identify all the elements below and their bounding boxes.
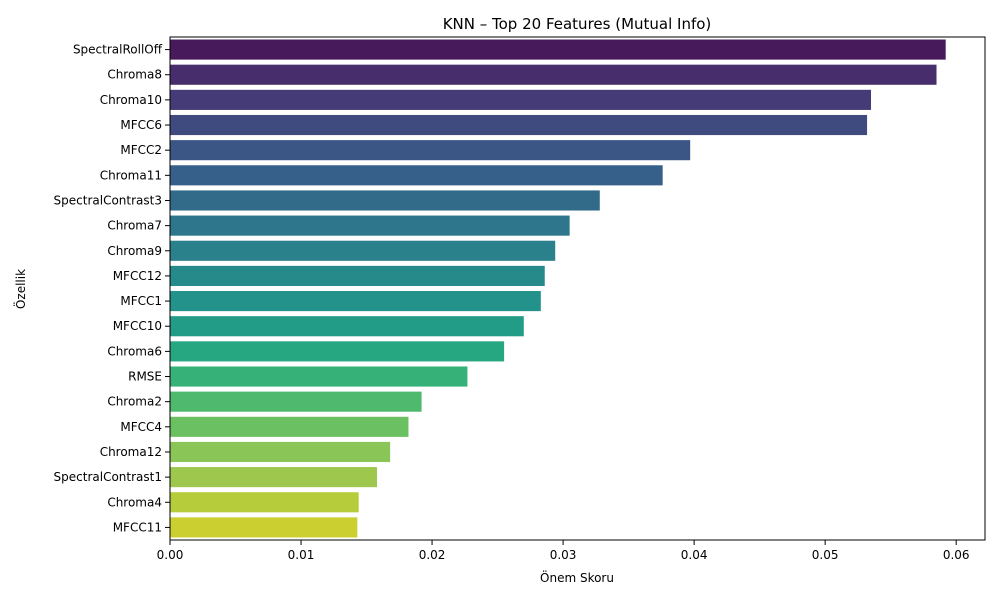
- bar-MFCC2: [170, 140, 691, 161]
- bar-Chroma9: [170, 240, 556, 261]
- bar-Chroma8: [170, 64, 937, 85]
- plot-frame: [169, 36, 986, 541]
- y-tick-label: RMSE: [128, 370, 162, 384]
- x-axis-ticks: 0.00 0.01 0.02 0.03 0.04 0.05 0.06: [157, 540, 970, 562]
- y-tick-label: MFCC6: [120, 118, 162, 132]
- y-tick-label: Chroma10: [100, 93, 162, 107]
- y-tick-label: Chroma6: [107, 344, 162, 358]
- bar-SpectralContrast3: [170, 190, 600, 211]
- y-tick-label: SpectralContrast3: [54, 193, 162, 207]
- bar-MFCC10: [170, 316, 524, 337]
- y-tick-label: Chroma11: [100, 168, 162, 182]
- bar-Chroma11: [170, 165, 663, 186]
- y-tick-label: Chroma12: [100, 445, 162, 459]
- y-tick-label: Chroma2: [107, 395, 162, 409]
- bar-SpectralContrast1: [170, 467, 378, 488]
- y-tick-label: SpectralContrast1: [54, 470, 162, 484]
- y-tick-label: MFCC2: [120, 143, 162, 157]
- bar-MFCC11: [170, 517, 358, 538]
- y-axis-ticks: SpectralRollOff Chroma8 Chroma10 MFCC6 MFCC2…: [54, 43, 170, 534]
- bar-RMSE: [170, 366, 468, 387]
- bar-Chroma4: [170, 492, 359, 513]
- y-tick-label: Chroma8: [107, 68, 162, 82]
- y-tick-label: MFCC10: [113, 319, 162, 333]
- bar-Chroma12: [170, 441, 391, 463]
- bar-MFCC12: [170, 265, 545, 286]
- y-axis-label: Özellik: [12, 269, 28, 309]
- bar-Chroma2: [170, 391, 422, 412]
- x-tick-label: 0.02: [419, 548, 446, 562]
- bar-SpectralRollOff: [170, 39, 946, 60]
- x-tick-label: 0.04: [681, 548, 708, 562]
- bar-Chroma6: [170, 341, 505, 362]
- y-tick-label: Chroma7: [107, 219, 162, 233]
- bar-Chroma7: [170, 215, 570, 236]
- y-tick-label: Chroma9: [107, 244, 162, 258]
- y-tick-label: MFCC12: [113, 269, 162, 283]
- y-tick-label: MFCC1: [120, 294, 162, 308]
- bar-MFCC4: [170, 416, 409, 437]
- chart-title: KNN – Top 20 Features (Mutual Info): [443, 15, 712, 33]
- y-tick-label: MFCC4: [120, 420, 162, 434]
- bar-MFCC1: [170, 291, 541, 312]
- y-tick-label: Chroma4: [107, 495, 162, 509]
- x-tick-label: 0.06: [943, 548, 970, 562]
- x-tick-label: 0.00: [157, 548, 184, 562]
- x-tick-label: 0.01: [288, 548, 315, 562]
- x-tick-label: 0.05: [812, 548, 839, 562]
- y-tick-label: MFCC11: [113, 520, 162, 534]
- y-tick-label: SpectralRollOff: [73, 43, 163, 57]
- x-axis-label: Önem Skoru: [540, 569, 614, 585]
- x-tick-label: 0.03: [550, 548, 577, 562]
- bar-Chroma10: [170, 89, 872, 110]
- bar-MFCC6: [170, 114, 868, 136]
- bars-group: [170, 39, 946, 538]
